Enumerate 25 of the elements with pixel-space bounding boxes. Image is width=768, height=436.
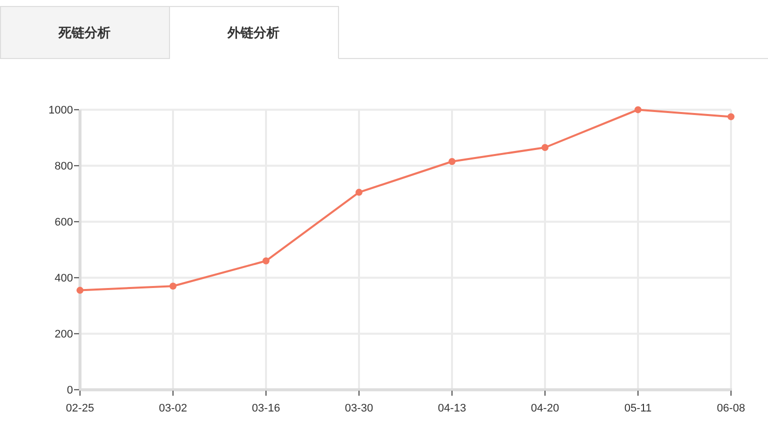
x-tick-label: 05-11 bbox=[624, 402, 652, 415]
x-tick-label: 03-02 bbox=[158, 402, 188, 415]
point bbox=[76, 286, 84, 294]
x-tick-label: 04-13 bbox=[438, 402, 466, 415]
x-tick-label: 03-30 bbox=[344, 402, 374, 415]
x-tick-label: 02-25 bbox=[66, 402, 94, 415]
point bbox=[170, 282, 176, 290]
point bbox=[634, 106, 642, 114]
y-tick-label: 0 bbox=[66, 384, 73, 397]
tab-selected: 外链分析 bbox=[169, 6, 339, 59]
point bbox=[262, 257, 270, 264]
tab: 死链分析 bbox=[0, 6, 170, 59]
y-tick-label: 800 bbox=[54, 160, 73, 173]
y-tick-label: 400 bbox=[54, 272, 73, 285]
y-tick-label: 600 bbox=[54, 216, 73, 229]
x-tick-label: 04-20 bbox=[530, 402, 560, 415]
point bbox=[542, 144, 548, 151]
y-tick-label: 200 bbox=[54, 328, 73, 341]
point bbox=[356, 188, 362, 196]
point bbox=[728, 113, 734, 120]
y-tick-label: 1000 bbox=[48, 104, 73, 117]
x-tick-label: 06-08 bbox=[716, 402, 746, 415]
x-tick-label: 03-16 bbox=[252, 402, 280, 415]
chart-title: 外链分析 bbox=[226, 25, 280, 40]
point bbox=[448, 158, 456, 165]
